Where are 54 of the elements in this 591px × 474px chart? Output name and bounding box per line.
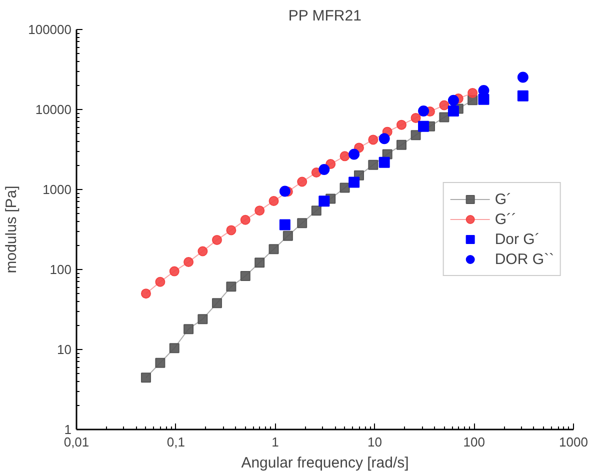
legend-label: G´	[494, 190, 512, 208]
point	[297, 218, 308, 228]
point	[140, 288, 151, 299]
y-tick-label: 100	[50, 262, 72, 277]
point	[396, 120, 406, 130]
legend-label: G´´	[494, 210, 516, 228]
x-tick-label: 1000	[559, 434, 588, 450]
point	[410, 112, 421, 123]
y-axis-title: modulus [Pa]	[3, 186, 20, 274]
x-tick-label: 0,1	[166, 434, 185, 450]
point	[368, 160, 378, 170]
x-tick-label: 10	[367, 434, 382, 450]
y-tick-label: 10	[57, 342, 72, 357]
chart-title: PP MFR21	[288, 8, 362, 24]
x-tick-label: 1	[272, 434, 279, 450]
point	[226, 225, 236, 236]
point	[140, 372, 151, 383]
point	[311, 206, 322, 216]
point	[268, 244, 279, 254]
point	[240, 214, 250, 225]
point	[340, 182, 350, 193]
point	[254, 258, 265, 268]
y-tick-label: 1	[64, 422, 72, 437]
point	[368, 134, 378, 145]
point	[155, 276, 166, 287]
point	[169, 266, 180, 276]
point	[212, 234, 222, 245]
y-tick-label: 100000	[28, 22, 72, 37]
point	[169, 343, 180, 354]
point	[198, 246, 208, 256]
x-tick-label: 0,01	[64, 434, 90, 450]
legend-label: DOR G``	[494, 250, 554, 268]
point	[254, 206, 265, 216]
point	[410, 130, 421, 140]
point	[184, 257, 194, 268]
point	[240, 270, 250, 281]
y-tick-label: 1000	[42, 182, 72, 197]
point	[212, 298, 222, 308]
point	[468, 88, 478, 98]
point	[340, 151, 350, 162]
point	[155, 358, 166, 368]
point	[226, 282, 236, 292]
x-axis-title: Angular frequency [rad/s]	[241, 454, 409, 472]
x-tick-label: 100	[463, 434, 485, 450]
point	[198, 314, 208, 324]
point	[282, 230, 293, 241]
point	[439, 112, 450, 122]
point	[297, 176, 308, 187]
point	[439, 100, 450, 110]
y-tick-label: 10000	[35, 102, 72, 117]
point	[268, 196, 279, 206]
point	[396, 140, 406, 150]
point	[184, 324, 194, 334]
legend-label: Dor G´	[494, 230, 540, 248]
